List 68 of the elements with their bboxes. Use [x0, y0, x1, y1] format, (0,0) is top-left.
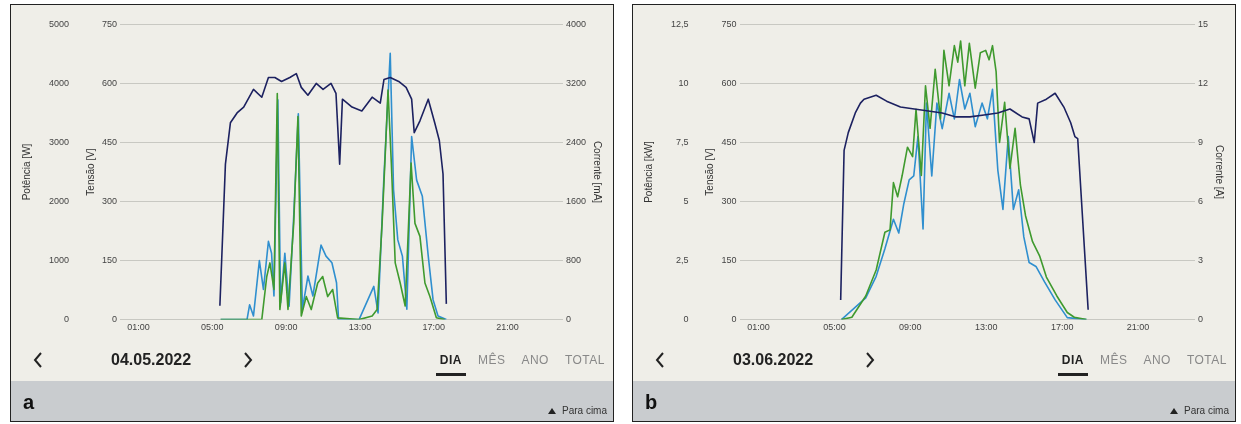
x-tick-label: 13:00 [974, 322, 998, 333]
y2-tick-label: 450 [721, 136, 737, 147]
text: 04.05.2022 [111, 351, 192, 369]
x-tick-label: 21:00 [1126, 322, 1150, 333]
text: ANO [1143, 353, 1171, 367]
y3-tick-label: 3 [1197, 255, 1203, 266]
x-tick-label: 05:00 [201, 322, 224, 333]
y2-tick-label: 600 [102, 77, 118, 88]
y-tick-label: 1000 [48, 255, 70, 266]
y2-tick-label: 150 [721, 255, 737, 266]
y3-tick-label: 800 [565, 255, 582, 266]
y-tick-label: 0 [683, 314, 689, 325]
y2-tick-label: 300 [721, 196, 737, 206]
y2-tick-label: 150 [102, 255, 118, 266]
x-tick-label: 01:00 [127, 322, 150, 333]
y2-tick-label: 0 [112, 314, 118, 325]
y3-axis-title: Corrente [A] [1214, 145, 1226, 200]
y2-tick-label: 0 [731, 314, 737, 325]
text: Para cima [561, 405, 607, 416]
text: Para cima [1183, 405, 1229, 416]
text: MÊS [1099, 353, 1128, 367]
y-tick-label: 0 [64, 314, 70, 325]
y2-tick-label: 600 [721, 77, 737, 88]
x-tick-label: 13:00 [348, 322, 372, 333]
y2-axis-title: Tensão [V] [704, 148, 716, 196]
text: DIA [1061, 353, 1084, 367]
y-tick-label: 7,5 [676, 136, 689, 147]
y3-tick-label: 0 [1197, 314, 1203, 325]
x-tick-label: 17:00 [422, 322, 446, 333]
y3-tick-label: 4000 [565, 18, 587, 29]
y-tick-label: 2000 [48, 196, 70, 206]
y2-tick-label: 750 [721, 18, 737, 29]
x-tick-label: 09:00 [899, 322, 922, 333]
y3-tick-label: 6 [1197, 196, 1203, 206]
text: a [23, 391, 35, 414]
text: ANO [521, 353, 549, 367]
y-tick-label: 3000 [48, 136, 70, 147]
x-tick-label: 01:00 [747, 322, 770, 333]
y-axis-title: Potência [W] [20, 143, 32, 201]
y-tick-label: 12,5 [670, 18, 689, 29]
y2-tick-label: 300 [102, 196, 118, 206]
x-tick-label: 09:00 [274, 322, 298, 333]
y3-tick-label: 1600 [565, 196, 587, 206]
y-tick-label: 5000 [48, 18, 70, 29]
y3-tick-label: 0 [565, 314, 571, 325]
y3-tick-label: 12 [1197, 77, 1208, 88]
y2-tick-label: 750 [102, 18, 118, 29]
text: 03.06.2022 [733, 351, 814, 369]
y3-axis-title: Corrente [mA] [592, 140, 604, 204]
y3-tick-label: 3200 [565, 77, 587, 88]
x-tick-label: 05:00 [823, 322, 846, 333]
y-tick-label: 2,5 [676, 255, 689, 266]
y2-axis-title: Tensão [V] [84, 148, 96, 196]
text: MÊS [477, 353, 506, 367]
y-tick-label: 4000 [48, 77, 70, 88]
text: TOTAL [1186, 353, 1227, 367]
text: b [645, 391, 658, 414]
y3-tick-label: 2400 [565, 136, 587, 147]
y2-tick-label: 450 [102, 136, 118, 147]
x-tick-label: 21:00 [496, 322, 519, 333]
y-tick-label: 5 [683, 196, 689, 206]
y3-tick-label: 15 [1197, 18, 1208, 29]
y3-tick-label: 9 [1197, 136, 1203, 147]
x-tick-label: 17:00 [1050, 322, 1074, 333]
text: DIA [439, 353, 462, 367]
text: TOTAL [564, 353, 605, 367]
y-tick-label: 10 [678, 77, 689, 88]
y-axis-title: Potência [kW] [642, 140, 654, 203]
